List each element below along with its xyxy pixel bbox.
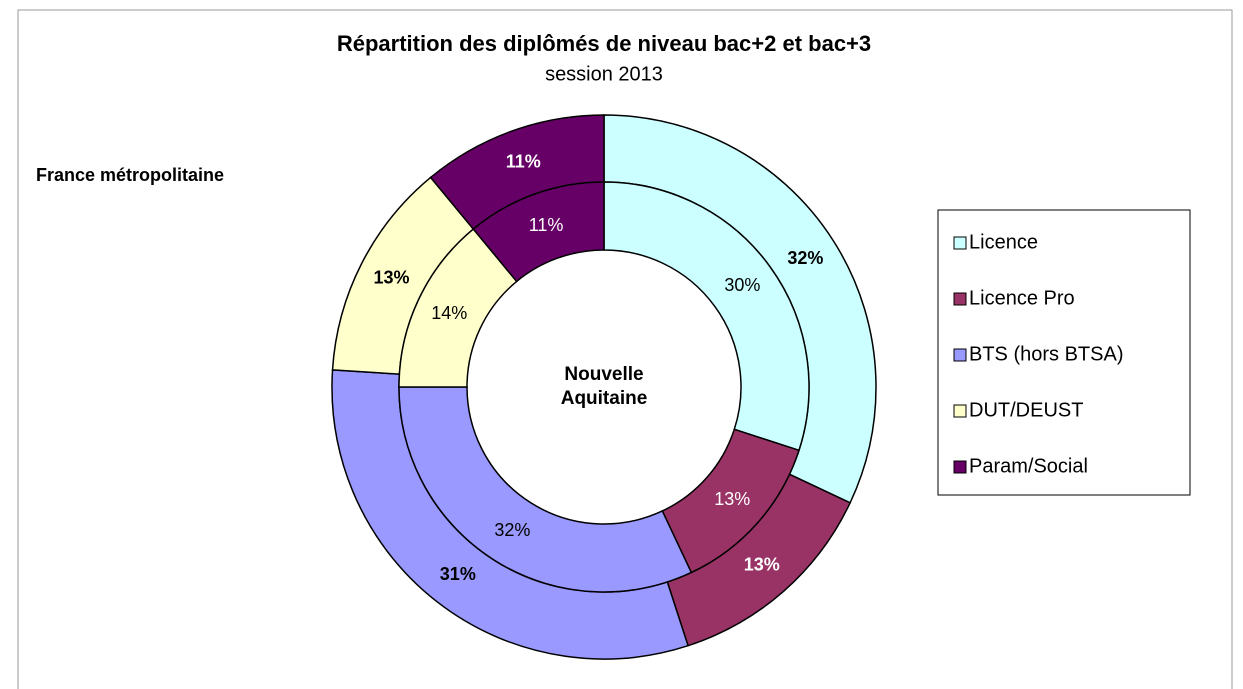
doughnut-segment: [472, 181, 605, 283]
data-label: 31%: [440, 564, 476, 584]
outer-ring-label: France métropolitaine: [36, 165, 224, 185]
data-label: 13%: [744, 555, 780, 575]
doughnut-segment: [603, 181, 810, 452]
legend-label: Param/Social: [969, 455, 1088, 477]
data-label: 13%: [373, 267, 409, 287]
center-label-box: Nouvelle Aquitaine: [560, 364, 648, 409]
data-label: 14%: [431, 303, 467, 323]
legend-swatch: [953, 460, 967, 474]
legend-label: Licence Pro: [969, 287, 1075, 309]
legend-swatch: [953, 292, 967, 306]
legend-swatch: [953, 404, 967, 418]
legend-label: BTS (hors BTSA): [969, 343, 1123, 365]
center-label: Nouvelle Aquitaine: [560, 364, 648, 409]
chart-title: Répartition des diplômés de niveau bac+2…: [337, 31, 871, 56]
doughnut-segment: [398, 386, 693, 593]
data-label: 11%: [506, 151, 541, 171]
data-label: 32%: [494, 520, 530, 540]
data-label: 32%: [787, 248, 823, 268]
data-label: 30%: [724, 275, 760, 295]
legend-label: Licence: [969, 231, 1038, 253]
data-label: 13%: [714, 489, 750, 509]
legend-swatch: [953, 236, 967, 250]
legend-box: [937, 209, 1191, 496]
data-label: 11%: [529, 215, 564, 235]
legend-label: DUT/DEUST: [969, 399, 1083, 421]
chart-subtitle: session 2013: [545, 63, 663, 85]
legend-swatch: [953, 348, 967, 362]
